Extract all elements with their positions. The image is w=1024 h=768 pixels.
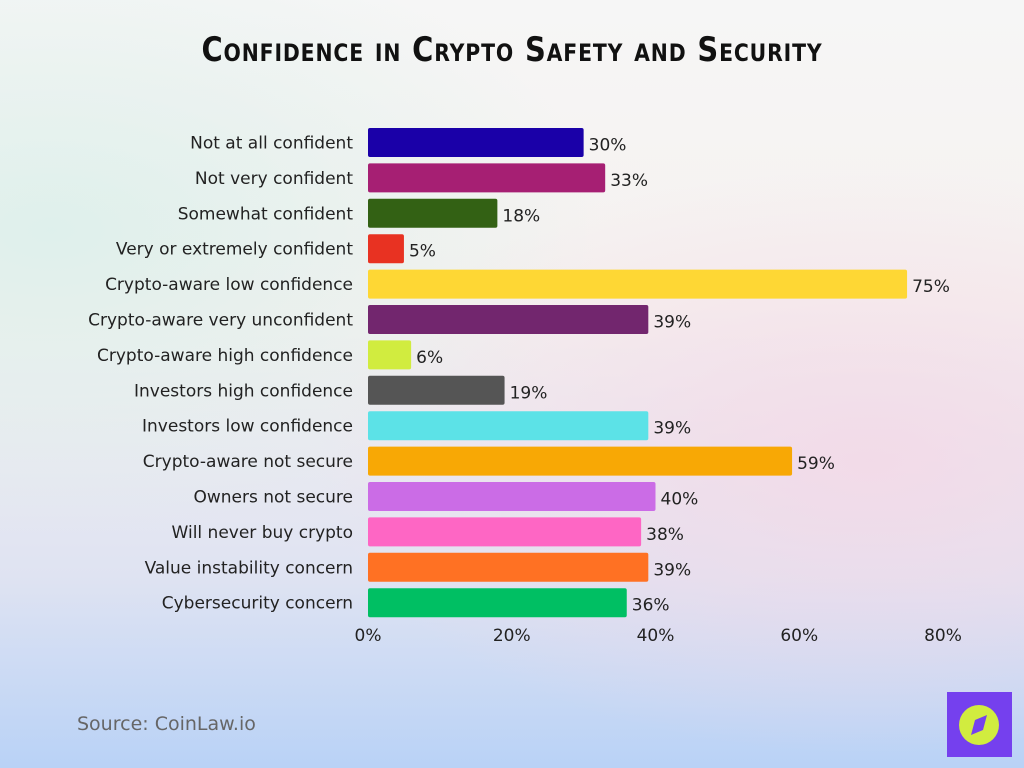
- category-label: Crypto-aware very unconfident: [88, 311, 353, 331]
- value-label: 39%: [653, 560, 691, 580]
- bar: [368, 446, 793, 476]
- value-label: 6%: [416, 348, 443, 368]
- category-label: Investors low confidence: [142, 417, 353, 437]
- value-label: 40%: [661, 490, 699, 510]
- bar: [368, 269, 908, 299]
- category-label: Will never buy crypto: [172, 523, 353, 543]
- bar: [368, 234, 404, 264]
- source-note: Source: CoinLaw.io: [77, 713, 256, 735]
- value-label: 39%: [653, 313, 691, 333]
- value-label: 33%: [610, 171, 648, 191]
- category-label: Crypto-aware low confidence: [105, 275, 353, 295]
- value-label: 59%: [797, 454, 835, 474]
- category-label: Very or extremely confident: [116, 240, 353, 260]
- value-label: 19%: [510, 383, 548, 403]
- value-label: 18%: [502, 206, 540, 226]
- x-tick-label: 0%: [355, 626, 382, 646]
- chart-title: Confidence in Crypto Safety and Security: [201, 30, 823, 70]
- value-label: 30%: [589, 136, 627, 156]
- logo: [947, 692, 1012, 757]
- category-label: Not very confident: [195, 169, 353, 189]
- category-label: Owners not secure: [193, 488, 353, 508]
- bar: [368, 482, 656, 511]
- bar: [368, 128, 584, 157]
- bar: [368, 411, 649, 441]
- value-label: 36%: [632, 596, 670, 616]
- value-label: 75%: [912, 277, 950, 297]
- x-tick-label: 60%: [780, 626, 818, 646]
- bar: [368, 305, 649, 334]
- category-label: Investors high confidence: [134, 381, 353, 401]
- bar: [368, 340, 412, 370]
- bar: [368, 588, 627, 618]
- bar: [368, 552, 649, 582]
- x-tick-label: 80%: [924, 626, 962, 646]
- compass-icon: [959, 705, 999, 745]
- bar: [368, 198, 498, 228]
- category-label: Crypto-aware high confidence: [97, 346, 353, 366]
- category-label: Not at all confident: [190, 134, 353, 154]
- category-label: Value instability concern: [145, 558, 353, 578]
- x-tick-label: 20%: [493, 626, 531, 646]
- category-label: Cybersecurity concern: [162, 594, 353, 614]
- value-label: 39%: [653, 419, 691, 439]
- category-label: Crypto-aware not secure: [143, 452, 353, 472]
- x-tick-label: 40%: [637, 626, 675, 646]
- bar: [368, 375, 505, 405]
- category-label: Somewhat confident: [178, 204, 354, 224]
- bar: [368, 163, 606, 193]
- bar: [368, 517, 642, 547]
- value-label: 38%: [646, 525, 684, 545]
- value-label: 5%: [409, 242, 436, 262]
